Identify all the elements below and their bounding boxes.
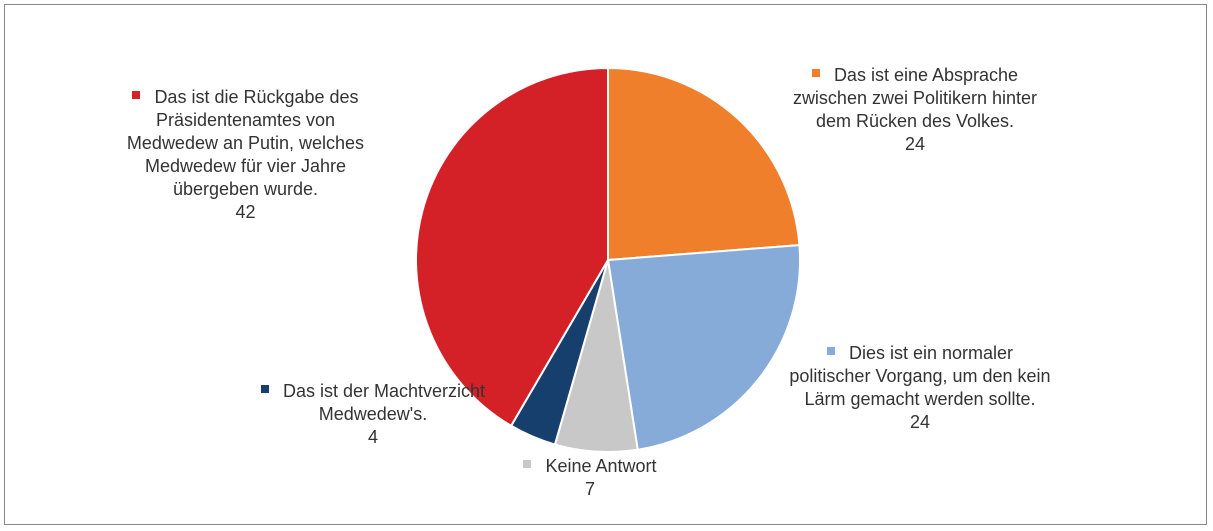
legend-marker — [811, 69, 820, 77]
slice-label: Das ist der Machtverzicht Medwedew's. 4 — [258, 380, 488, 449]
value-label: 42 — [235, 202, 256, 222]
value-label: 7 — [584, 479, 595, 499]
category-name: Das ist eine Absprache zwischen zwei Pol… — [792, 65, 1038, 131]
category-name: Das ist der Machtverzicht Medwedew's. — [282, 381, 486, 424]
legend-marker — [523, 460, 532, 468]
slice-label: Das ist eine Absprache zwischen zwei Pol… — [775, 64, 1055, 156]
value-label: 24 — [904, 134, 926, 154]
chart-frame — [4, 4, 1207, 525]
pie-slice — [607, 66, 801, 262]
value-label: 4 — [367, 427, 378, 447]
pie-slice — [415, 66, 609, 428]
legend-marker — [132, 91, 141, 99]
slice-label: Dies ist ein normaler politischer Vorgan… — [785, 342, 1055, 434]
legend-marker — [260, 385, 269, 393]
value-label: 24 — [909, 412, 931, 432]
slice-label: Keine Antwort 7 — [500, 455, 680, 501]
category-name: Das ist die Rückgabe des Präsidentenamte… — [126, 87, 365, 199]
category-name: Dies ist ein normaler politischer Vorgan… — [789, 343, 1051, 409]
legend-marker — [826, 347, 835, 355]
slice-label: Das ist die Rückgabe des Präsidentenamte… — [118, 86, 373, 224]
category-name: Keine Antwort — [545, 456, 657, 476]
pie-slice — [606, 244, 801, 451]
